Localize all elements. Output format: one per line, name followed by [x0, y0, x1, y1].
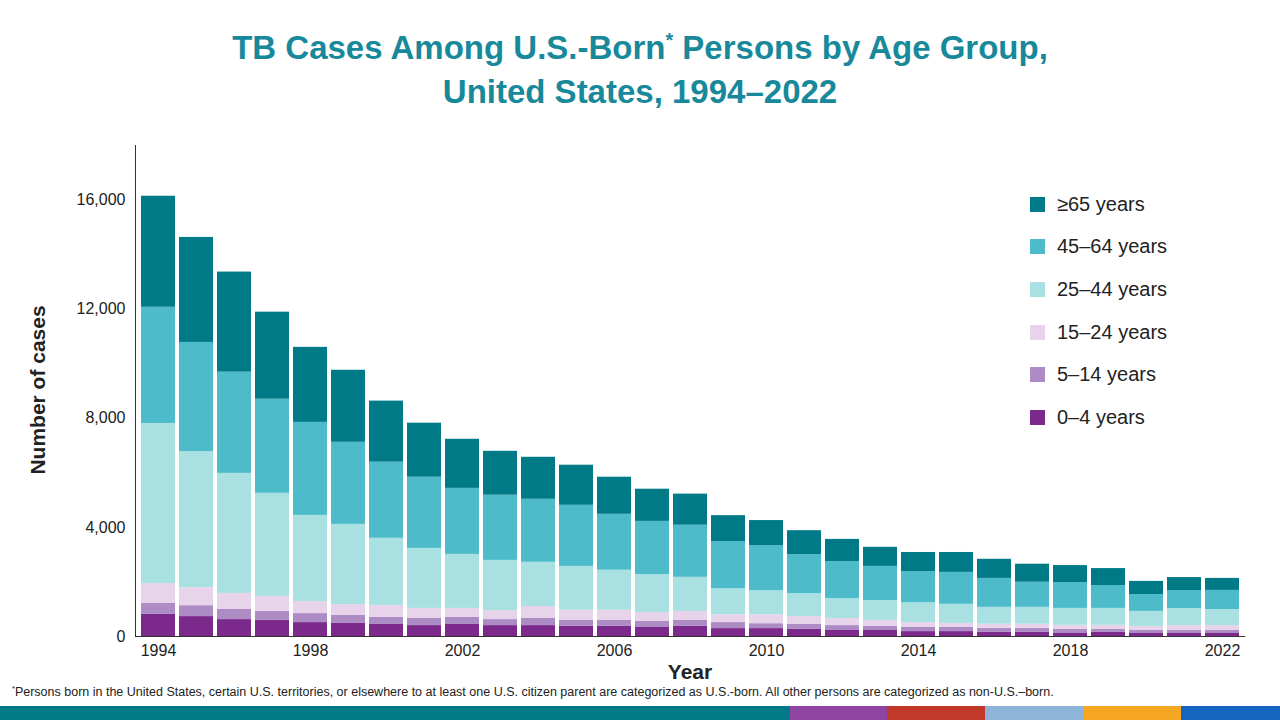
- svg-text:1994: 1994: [141, 642, 177, 659]
- html-text:Number of cases: Number of cases: [26, 305, 49, 475]
- html-text:15–24 years: 15–24 years: [1057, 320, 1168, 343]
- html-text:5–14 years: 5–14 years: [1057, 363, 1156, 386]
- svg-text:1998: 1998: [293, 642, 329, 659]
- html-text:25–44 years: 25–44 years: [1057, 278, 1168, 300]
- svg-text:16,000: 16,000: [77, 191, 126, 208]
- html-text:45–64 years: 45–64 years: [1057, 235, 1168, 258]
- svg-text:12,000: 12,000: [77, 300, 126, 317]
- svg-text:2014: 2014: [901, 642, 937, 659]
- html-text:TB Cases Among U.S.-Born*Perso: TB Cases Among U.S.-Born*Persons by Age …: [232, 29, 1048, 110]
- html-text:*Persons born in the United St: *Persons born in the United States, cert…: [12, 684, 1054, 700]
- svg-text:0: 0: [117, 628, 126, 645]
- svg-text:4,000: 4,000: [85, 519, 125, 536]
- svg-text:2002: 2002: [445, 642, 481, 659]
- svg-text:8,000: 8,000: [85, 409, 125, 426]
- html-text:Year: Year: [667, 660, 713, 683]
- html-text:0–4 years: 0–4 years: [1057, 405, 1145, 428]
- svg-text:2018: 2018: [1053, 642, 1089, 659]
- svg-text:2006: 2006: [597, 642, 633, 659]
- svg-text:2022: 2022: [1205, 642, 1241, 659]
- svg-text:2010: 2010: [749, 642, 785, 659]
- html-text:≥65 years: ≥65 years: [1057, 192, 1145, 215]
